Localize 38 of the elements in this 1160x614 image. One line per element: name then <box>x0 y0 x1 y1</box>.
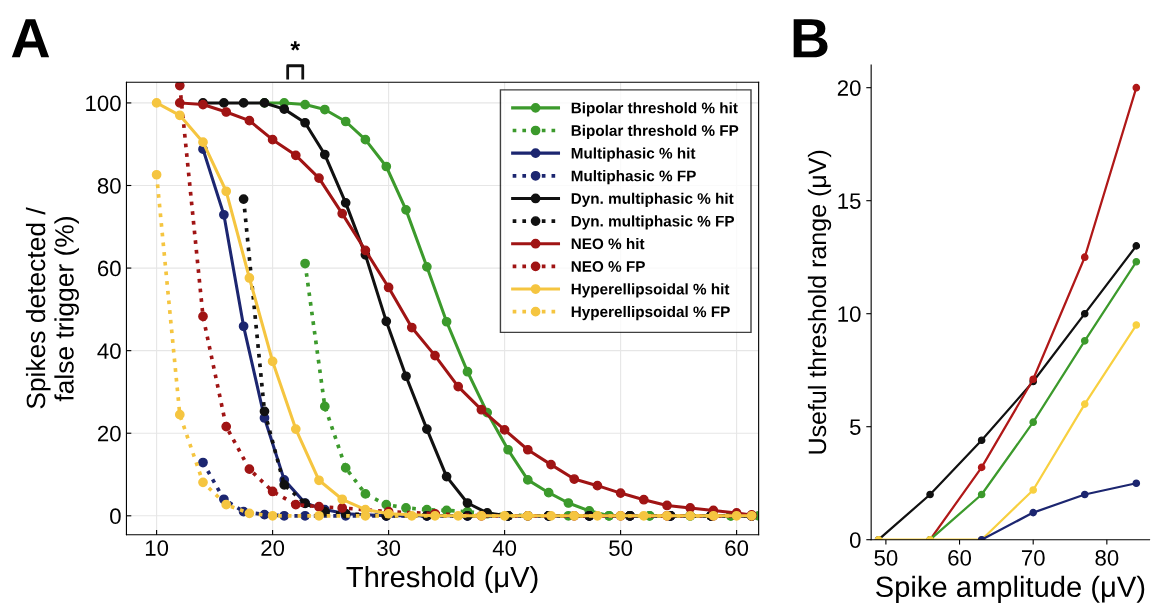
y-tick-label: 5 <box>849 419 861 435</box>
x-tick-label: 20 <box>261 540 285 556</box>
y-tick-label: 15 <box>838 193 861 209</box>
x-tick-label: 60 <box>725 540 749 556</box>
legend-label: NEO % FP <box>571 261 645 272</box>
y-tick-label: 40 <box>97 343 121 359</box>
legend-label: NEO % hit <box>571 238 645 250</box>
x-tick-label: 40 <box>492 540 517 556</box>
legend-label: Multiphasic % hit <box>571 147 696 162</box>
y-tick-label: 60 <box>97 260 121 277</box>
x-axis-title: Spike amplitude (μV) <box>876 575 1145 603</box>
y-tick-label: 20 <box>97 425 121 442</box>
y-tick-label: 80 <box>97 178 121 194</box>
legend-label: Bipolar threshold % hit <box>571 102 738 117</box>
y-tick-label: 10 <box>838 306 861 322</box>
x-axis-title: Threshold (μV) <box>346 565 538 594</box>
y-tick-label: 100 <box>86 95 121 112</box>
y-axis-title: Spikes detected / false trigger (%) <box>25 207 79 409</box>
text: B <box>793 19 828 58</box>
x-tick-label: 60 <box>948 550 972 566</box>
legend-label: Dyn. multiphasic % FP <box>571 215 735 230</box>
x-tick-label: 30 <box>377 540 401 556</box>
legend-label: Bipolar threshold % FP <box>571 124 739 140</box>
text: A <box>11 19 50 58</box>
y-tick-label: 20 <box>837 80 861 96</box>
x-tick-label: 10 <box>145 540 169 556</box>
y-tick-label: 0 <box>849 532 861 548</box>
legend-label: Hyperellipsoidal % hit <box>571 283 730 298</box>
y-axis-title: Useful threshold range (μV) <box>807 150 832 454</box>
x-tick-label: 70 <box>1021 550 1045 566</box>
x-tick-label: 50 <box>874 550 898 566</box>
x-tick-label: 80 <box>1095 550 1119 566</box>
legend-label: Hyperellipsoidal % FP <box>571 305 730 321</box>
legend-label: Multiphasic % FP <box>571 170 696 185</box>
text: * <box>290 41 301 51</box>
x-tick-label: 50 <box>609 540 633 556</box>
legend-label: Dyn. multiphasic % hit <box>571 192 734 207</box>
y-tick-label: 0 <box>110 508 121 525</box>
